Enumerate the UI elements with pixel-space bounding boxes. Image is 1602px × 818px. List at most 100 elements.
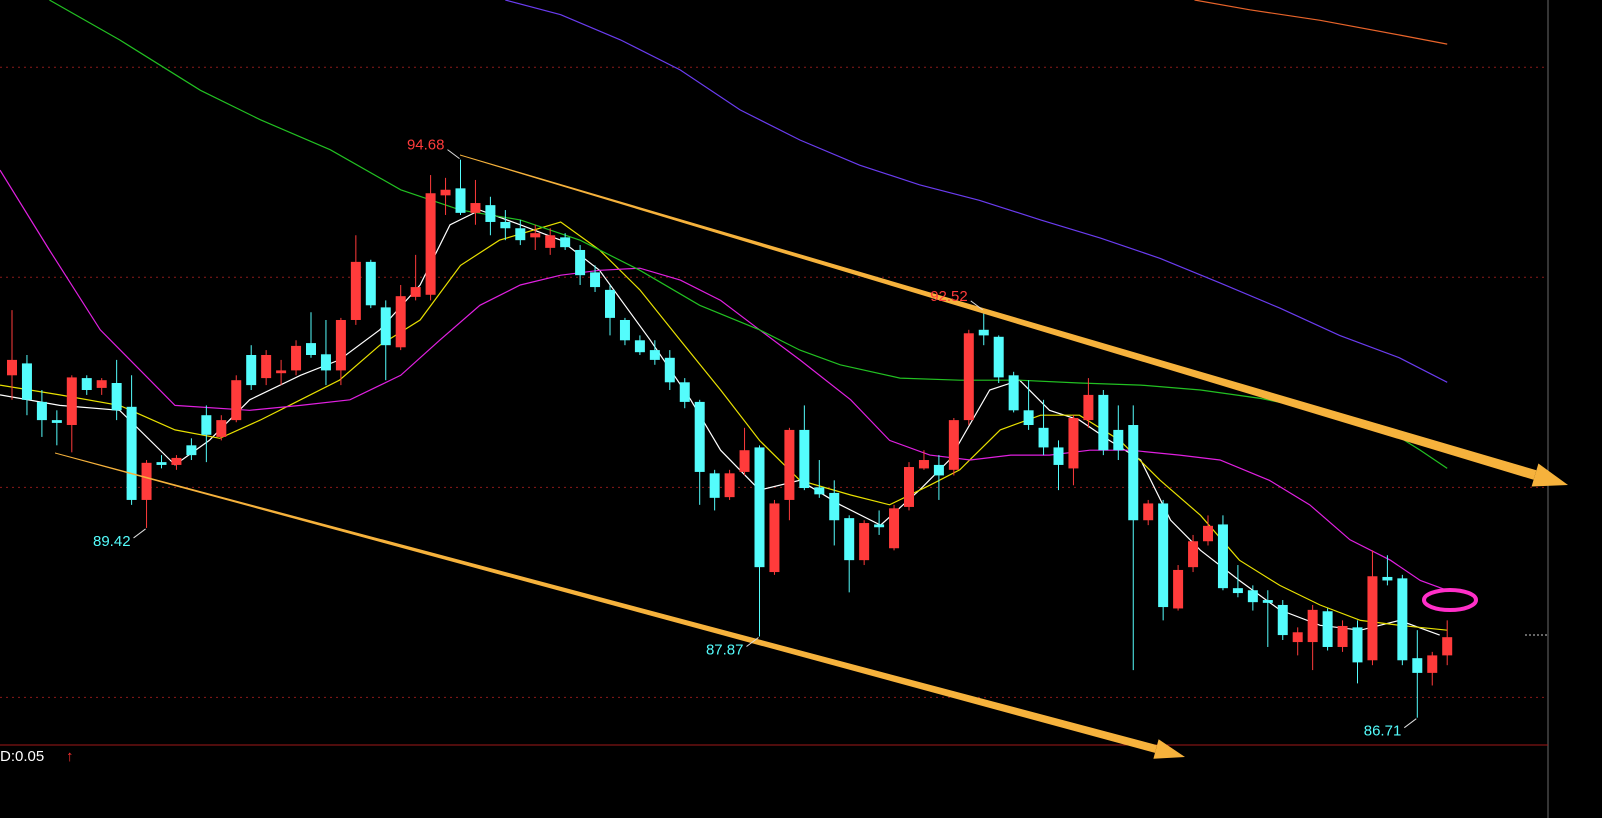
candle-body (231, 380, 242, 421)
trend-arrow-upper (460, 154, 1537, 480)
candle-body (425, 193, 436, 295)
candle-body (36, 401, 47, 421)
extreme-labels: 94.68 92.52 89.42 87.87 86.71 (93, 137, 1417, 740)
candle-body (410, 287, 421, 297)
candle-body (485, 205, 496, 222)
candle-body (709, 473, 720, 498)
candle-body (649, 350, 660, 360)
label-pointer (1404, 718, 1417, 729)
candle-body (111, 383, 122, 411)
candle-body (963, 333, 974, 421)
candle-body (874, 524, 885, 528)
candle-body (724, 473, 735, 498)
candle-body (948, 420, 959, 470)
candle-body (335, 319, 346, 371)
indicator-label: D:0.05 (0, 748, 44, 765)
candle-body (1367, 576, 1378, 661)
label-pointer (447, 149, 460, 160)
candle-body (1008, 375, 1019, 411)
candle-body (455, 188, 466, 213)
candle-body (679, 382, 690, 402)
candle-body (291, 345, 302, 371)
candle-body (261, 354, 272, 379)
candle-body (1397, 578, 1408, 661)
extreme-label: 86.71 (1364, 723, 1402, 740)
candle-body (739, 450, 750, 472)
label-pointer (133, 528, 146, 539)
candle-body (216, 420, 227, 437)
extreme-label: 89.42 (93, 533, 131, 550)
candle-body (769, 503, 780, 573)
candle-body (21, 363, 32, 400)
candle-body (904, 467, 914, 507)
candle-body (799, 429, 810, 489)
candle-body (1307, 609, 1318, 643)
candle-body (1128, 425, 1139, 521)
candle-body (634, 340, 645, 353)
candle-body (933, 464, 944, 476)
candle-body (1232, 588, 1243, 594)
candle-body (859, 523, 870, 561)
label-pointer (970, 300, 984, 311)
candle-body (784, 429, 795, 500)
candle-body (1217, 524, 1228, 589)
candle-body (605, 289, 615, 318)
candle-body (993, 336, 1004, 378)
candle-body (395, 296, 406, 348)
candle-body (201, 415, 212, 435)
candle-body (619, 319, 630, 341)
indicator-arrow: ↑ (66, 748, 74, 765)
candle-body (844, 518, 855, 561)
candle-body (1247, 590, 1258, 603)
candle-body (1412, 658, 1423, 673)
candles (7, 159, 1453, 718)
candle-body (365, 261, 376, 306)
candle-body (1143, 503, 1154, 521)
candle-body (1427, 655, 1438, 673)
candle-body (141, 462, 152, 500)
candle-body (560, 237, 571, 248)
candle-body (1083, 394, 1094, 421)
extreme-label: 87.87 (706, 641, 744, 658)
candle-body (500, 221, 511, 229)
candle-body (246, 354, 257, 386)
trend-arrow-upper-head (1531, 463, 1568, 487)
candle-body (1322, 611, 1333, 647)
candle-body (694, 401, 705, 472)
candle-body (754, 447, 765, 568)
candle-body (1292, 632, 1303, 643)
candle-body (889, 508, 900, 549)
candle-body (1113, 429, 1124, 451)
candle-body (1337, 625, 1348, 647)
candle-body (126, 406, 137, 500)
candle-body (575, 249, 586, 276)
candle-body (978, 329, 989, 336)
candle-body (66, 377, 77, 426)
candle-body (470, 203, 481, 213)
candle-body (515, 228, 526, 241)
highlight-circle (1422, 588, 1478, 612)
candle-body (918, 460, 929, 469)
candle-body (1382, 576, 1393, 581)
candle-body (171, 457, 182, 465)
grid (0, 66, 1548, 698)
candle-body (51, 420, 62, 423)
candle-body (1023, 410, 1034, 426)
candle-body (545, 235, 556, 248)
candle-body (590, 272, 601, 288)
moving-average-line (1194, 0, 1448, 45)
candle-body (1277, 604, 1288, 636)
candle-body (829, 492, 840, 521)
extreme-label: 92.52 (930, 288, 968, 305)
candle-body (156, 462, 167, 465)
candle-body (276, 370, 287, 374)
moving-average-line (49, 0, 1448, 469)
candle-body (440, 189, 451, 196)
candle-body (186, 445, 197, 456)
candle-body (1352, 627, 1363, 663)
candle-body (306, 343, 316, 355)
extreme-label: 94.68 (407, 137, 445, 154)
label-pointer (746, 637, 759, 647)
